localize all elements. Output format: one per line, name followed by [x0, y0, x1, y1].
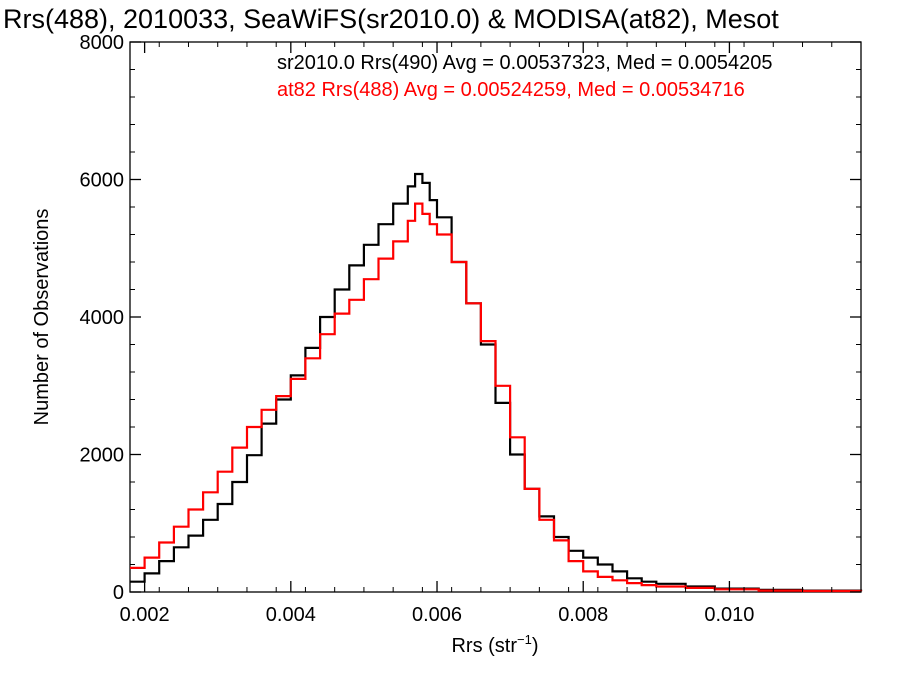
series-layer: [130, 172, 863, 593]
legend-entry-sr2010: sr2010.0 Rrs(490) Avg = 0.00537323, Med …: [277, 52, 773, 74]
x-axis-ticks: 0.002 0.004 0.006 0.008 0.010: [120, 42, 862, 626]
x-axis-label-end: ): [532, 635, 539, 657]
plot-area: 0.002 0.004 0.006 0.008 0.010 0 2000 4000 6000 8…: [80, 32, 863, 626]
y-tick-label: 6000: [80, 170, 125, 192]
series-line-0: [130, 172, 863, 592]
y-tick-label: 2000: [80, 445, 125, 467]
x-axis-label-main: Rrs (str: [451, 635, 517, 657]
y-tick-label: 0: [113, 582, 124, 604]
x-tick-label: 0.006: [412, 604, 462, 626]
x-tick-label: 0.004: [266, 604, 316, 626]
y-tick-label: 4000: [80, 307, 125, 329]
plot-frame: [129, 41, 862, 593]
series-line-1: [130, 202, 863, 593]
x-axis-label-sup: −1: [517, 632, 532, 647]
legend-entry-at82: at82 Rrs(488) Avg = 0.00524259, Med = 0.…: [277, 79, 745, 101]
x-axis-label: Rrs (str−1): [451, 632, 538, 657]
x-tick-label: 0.002: [120, 604, 170, 626]
x-tick-label: 0.008: [558, 604, 608, 626]
x-tick-label: 0.010: [704, 604, 754, 626]
y-axis-label: Number of Observations: [31, 209, 53, 426]
chart-title: Rrs(488), 2010033, SeaWiFS(sr2010.0) & M…: [3, 4, 779, 34]
legend: sr2010.0 Rrs(490) Avg = 0.00537323, Med …: [277, 52, 773, 101]
y-axis-ticks: 0 2000 4000 6000 8000: [80, 32, 861, 604]
y-tick-label: 8000: [80, 32, 125, 54]
